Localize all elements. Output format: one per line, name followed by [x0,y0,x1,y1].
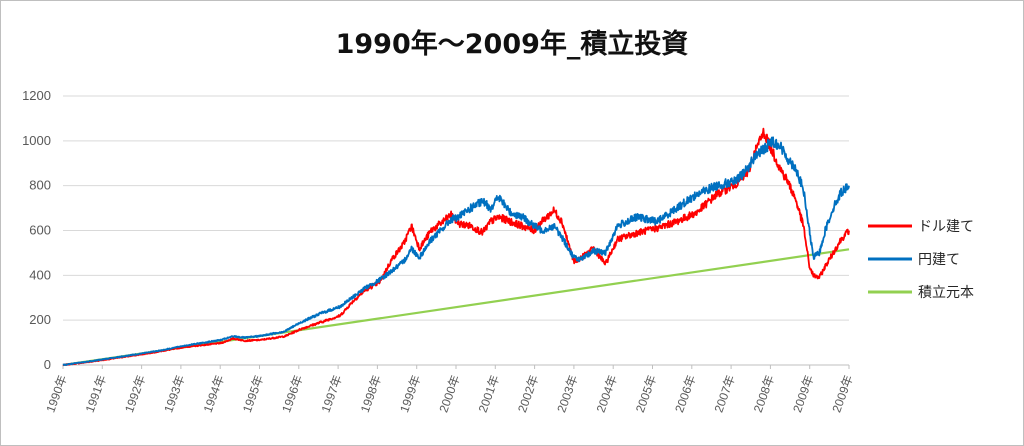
legend-label: ドル建て [918,219,974,235]
x-tick-label: 1991年 [83,373,109,414]
y-tick-label: 800 [29,178,51,193]
x-tick-label: 1999年 [397,373,423,414]
x-tick-label: 1994年 [201,373,227,414]
x-tick-label: 2004年 [594,373,620,414]
y-axis-ticks: 0 200 400 600 800 1000 1200 [22,88,51,372]
x-axis-ticks: 1990年 1991年 1992年 1993年 1994年 1995年 1996年 1997年… [43,365,856,414]
x-tick-label: 1996年 [279,373,305,414]
series-lines [62,127,850,367]
legend-label: 積立元本 [918,285,974,301]
x-tick-label: 1990年 [43,373,69,414]
x-tick-label: 1995年 [240,373,266,414]
x-tick-label: 1998年 [358,373,384,414]
x-tick-label: 1993年 [161,373,187,414]
x-tick-label: 2008年 [751,373,777,414]
chart-title: 1990年～2009年_積立投資 [335,29,689,60]
series-line-1 [62,136,850,366]
x-tick-label: 2006年 [672,373,698,414]
x-tick-label: 1992年 [122,373,148,414]
x-tick-label: 2005年 [633,373,659,414]
y-tick-label: 0 [44,357,51,372]
y-tick-label: 600 [29,223,51,238]
x-tick-label: 2002年 [515,373,541,414]
x-tick-label: 2000年 [436,373,462,414]
gridlines [63,95,849,366]
y-tick-label: 1000 [22,133,51,148]
y-tick-label: 200 [29,312,51,327]
x-tick-label: 2009年 [790,373,816,414]
legend-label: 円建て [918,252,960,268]
x-tick-label: 2009年 [829,373,855,414]
x-tick-label: 2007年 [712,373,738,414]
x-tick-label: 2003年 [554,373,580,414]
y-tick-label: 1200 [22,88,51,103]
series-line-0 [62,127,850,366]
x-tick-label: 1997年 [319,373,345,414]
x-tick-label: 2001年 [476,373,502,414]
y-tick-label: 400 [29,267,51,282]
